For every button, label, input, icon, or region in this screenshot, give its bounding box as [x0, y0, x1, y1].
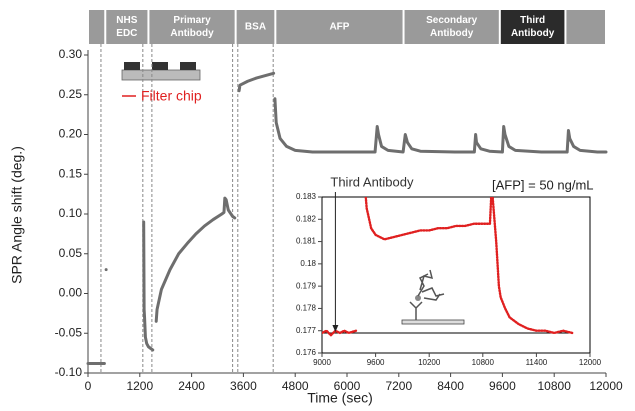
- phase-label: Secondary Antibody: [426, 15, 478, 39]
- data-line: [86, 71, 608, 365]
- x-tick-label: 12000: [579, 358, 602, 367]
- y-tick-label: 0.181: [296, 237, 317, 246]
- x-tick-label: 1200: [126, 379, 153, 393]
- y-tick-label: 0.30: [59, 47, 83, 61]
- chip-icon: [121, 62, 201, 81]
- y-tick-label: -0.05: [55, 325, 83, 339]
- annotation: Third Antibody: [330, 174, 414, 189]
- data-line: [322, 197, 574, 337]
- y-tick-label: 0.00: [59, 286, 83, 300]
- y-tick-label: 0.179: [296, 281, 317, 290]
- x-tick-label: 2400: [178, 379, 205, 393]
- phase-box: [566, 10, 605, 44]
- antibody-icon: [401, 269, 465, 325]
- y-tick-label: 0.20: [59, 127, 83, 141]
- x-tick-label: 3600: [230, 379, 257, 393]
- phase-box: [106, 10, 148, 44]
- x-tick-label: 10800: [538, 379, 572, 393]
- y-tick-label: 0.05: [59, 246, 83, 260]
- x-tick-label: 9600: [489, 379, 516, 393]
- y-tick-label: 0.178: [296, 304, 317, 313]
- y-tick-label: 0.18: [300, 259, 316, 268]
- phase-box: [500, 10, 565, 44]
- inset-title: [AFP] = 50 ng/mL: [492, 177, 594, 192]
- y-tick-label: 0.15: [59, 166, 83, 180]
- phase-box: [89, 10, 105, 44]
- x-tick-label: 10200: [418, 358, 441, 367]
- inset-plot: 0.176 0.177 0.178 0.179 0.18 0.181 0.182 0.183 9…: [296, 174, 602, 367]
- phase-label: Primary Antibody: [170, 15, 214, 39]
- phase-label: AFP: [329, 22, 349, 33]
- y-tick-label: -0.10: [55, 365, 83, 379]
- arrow-head: [332, 324, 339, 332]
- x-axis-title: Time (sec): [307, 390, 373, 406]
- phase-box: [149, 10, 235, 44]
- phase-label: NHS EDC: [116, 15, 137, 39]
- x-tick-label: 12000: [589, 379, 623, 393]
- legend-label: Filter chip: [141, 88, 202, 104]
- phase-box: [236, 10, 275, 44]
- x-tick-label: 9600: [367, 358, 385, 367]
- y-tick-label: 0.25: [59, 87, 83, 101]
- x-tick-label: 8400: [437, 379, 464, 393]
- y-tick-label: 0.182: [296, 214, 317, 223]
- y-tick-label: 0.176: [296, 348, 317, 357]
- y-tick-label: 0.10: [59, 206, 83, 220]
- phase-box: [276, 10, 403, 44]
- y-axis-title: SPR Angle shift (deg.): [9, 146, 25, 284]
- x-tick-label: 6000: [334, 379, 361, 393]
- x-tick-label: 0: [85, 379, 92, 393]
- phase-label: BSA: [245, 22, 266, 33]
- phase-box: [404, 10, 499, 44]
- x-tick-label: 7200: [385, 379, 412, 393]
- x-tick-label: 4800: [282, 379, 309, 393]
- inset-background: [322, 197, 590, 353]
- phase-label: Third Antibody: [511, 15, 555, 39]
- main-plot: NHS EDC Primary Antibody BSA AFP Secondary Anti…: [55, 10, 623, 393]
- x-tick-label: 10800: [472, 358, 495, 367]
- inset-frame: [321, 196, 591, 354]
- x-tick-label: 9000: [313, 358, 331, 367]
- y-tick-label: 0.183: [296, 192, 317, 201]
- x-tick-label: 11400: [526, 358, 548, 367]
- y-tick-label: 0.177: [296, 326, 317, 335]
